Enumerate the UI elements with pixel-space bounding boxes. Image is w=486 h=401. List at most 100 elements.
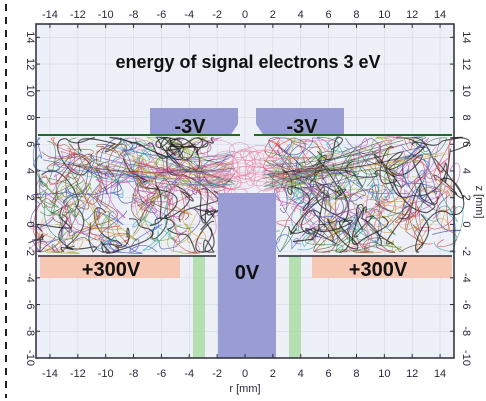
trajectory [262, 146, 425, 176]
trajectory [36, 206, 73, 232]
x-tick-label: 4 [298, 368, 304, 380]
x-tick-label-top: -2 [212, 9, 222, 21]
left-trajectory-cloud [28, 136, 236, 254]
trajectory [45, 168, 236, 186]
trajectory [363, 198, 417, 227]
center-trajectory [228, 142, 251, 159]
trajectory [266, 167, 335, 186]
trajectory [352, 242, 395, 253]
center-trajectory [199, 155, 226, 166]
trajectory [419, 177, 453, 197]
x-tick-label-top: 10 [378, 9, 390, 21]
trajectory [385, 209, 425, 230]
y-tick-label-right: 2 [460, 195, 472, 201]
x-tick-label: 0 [242, 368, 248, 380]
trajectory [326, 218, 359, 250]
trajectory [356, 203, 382, 245]
y-tick-label-right: 8 [460, 114, 472, 120]
trajectory [186, 142, 230, 158]
trajectory [36, 153, 96, 229]
trajectory [170, 162, 228, 174]
trajectory [134, 181, 175, 220]
center-voltage: 0V [235, 262, 260, 284]
trajectory [32, 137, 60, 185]
trajectory [391, 154, 439, 205]
trajectory [66, 206, 108, 253]
trajectory [263, 137, 283, 174]
trajectory [392, 148, 417, 187]
trajectory [294, 146, 322, 195]
right-bottom-voltage: +300V [349, 259, 408, 281]
trajectory [32, 235, 66, 253]
x-tick-label: 12 [406, 368, 418, 380]
trajectory [320, 173, 398, 215]
trajectory [151, 185, 194, 240]
trajectory [42, 151, 124, 193]
trajectory [64, 186, 85, 213]
trajectory [198, 188, 215, 224]
trajectory [403, 137, 416, 150]
trajectory [318, 168, 357, 188]
x-axis-label: r [mm] [229, 383, 260, 395]
center-trajectory [200, 139, 235, 161]
left-bottom-voltage: +300V [82, 259, 141, 281]
y-tick-label-right: 14 [460, 31, 472, 43]
trajectory [402, 189, 441, 232]
trajectory [122, 137, 138, 153]
center-trajectory [262, 166, 299, 175]
trajectory [420, 160, 451, 219]
trajectory [133, 197, 163, 241]
trajectory [140, 199, 189, 221]
trajectory [58, 213, 74, 253]
x-tick-label-top: 6 [326, 9, 332, 21]
x-tick-label: -12 [70, 368, 86, 380]
trajectory [305, 213, 371, 253]
y-tick-label-right: -6 [460, 300, 472, 310]
trajectory [172, 206, 207, 244]
left-bottom-electrode [40, 256, 180, 278]
y-tick-label: 0 [24, 221, 36, 227]
center-pink-trajectories [199, 139, 299, 205]
y-tick-label-right: -2 [460, 246, 472, 256]
x-tick-label-top: 14 [434, 9, 446, 21]
trajectory [313, 231, 350, 253]
trajectory [100, 227, 130, 254]
trajectory [314, 184, 353, 232]
right-top-electrode [256, 108, 344, 136]
trajectory [177, 179, 227, 193]
trajectory [96, 207, 117, 248]
trajectory [264, 154, 416, 172]
left-top-electrode [150, 108, 238, 136]
trajectory [63, 216, 119, 253]
trajectory [263, 146, 358, 158]
y-tick-label-right: -4 [460, 273, 472, 283]
y-tick-label: 2 [24, 195, 36, 201]
y-tick-label: 8 [24, 114, 36, 120]
trajectory [166, 165, 207, 254]
trajectory [391, 146, 437, 203]
right-top-voltage: -3V [286, 116, 318, 138]
x-tick-label: -14 [42, 368, 58, 380]
trajectory [123, 172, 229, 186]
trajectory [364, 169, 429, 219]
right-trajectory-cloud [261, 136, 470, 254]
trajectory [436, 191, 458, 248]
x-tick-label: 8 [353, 368, 359, 380]
y-tick-label-right: 12 [460, 58, 472, 70]
trajectory [63, 181, 122, 208]
center-trajectory [221, 173, 242, 190]
x-tick-label-top: 8 [353, 9, 359, 21]
trajectory [114, 141, 155, 181]
trajectory [388, 137, 426, 170]
trajectory [132, 199, 177, 243]
trajectory [132, 154, 156, 200]
trajectory [39, 191, 75, 240]
trajectory [300, 186, 331, 203]
trajectory [55, 182, 111, 227]
trajectory [30, 160, 93, 228]
y-tick-label: 6 [24, 141, 36, 147]
x-tick-label: -6 [157, 368, 167, 380]
trajectory [263, 155, 314, 168]
trajectory [55, 153, 93, 199]
trajectory [68, 191, 119, 237]
